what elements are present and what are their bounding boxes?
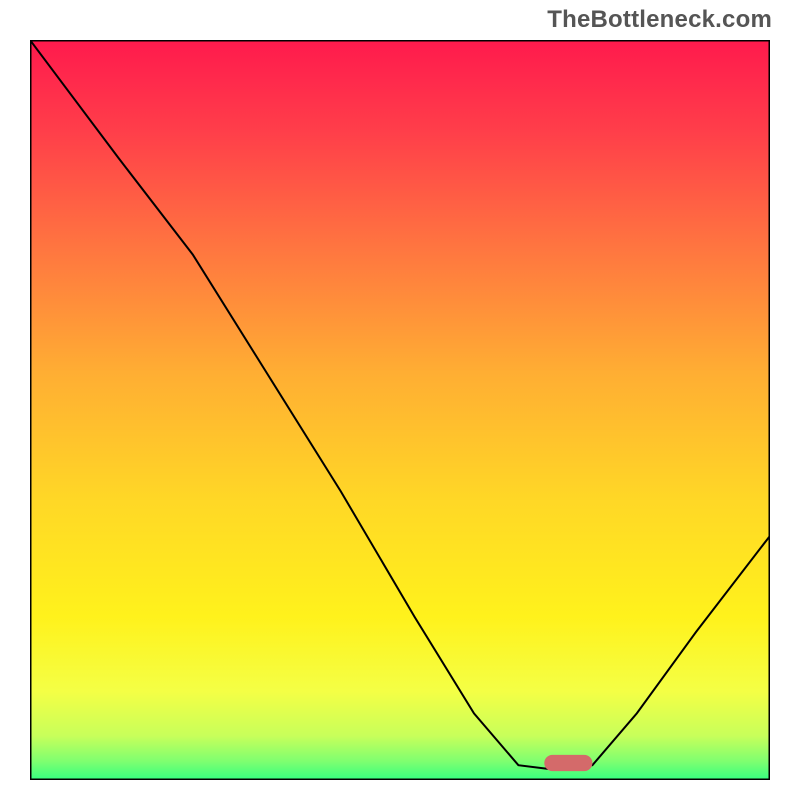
bottleneck-chart	[30, 40, 770, 780]
ideal-match-marker	[544, 755, 592, 771]
chart-container: TheBottleneck.com	[0, 0, 800, 800]
watermark-label: TheBottleneck.com	[547, 6, 772, 34]
heat-gradient-area	[30, 40, 770, 780]
